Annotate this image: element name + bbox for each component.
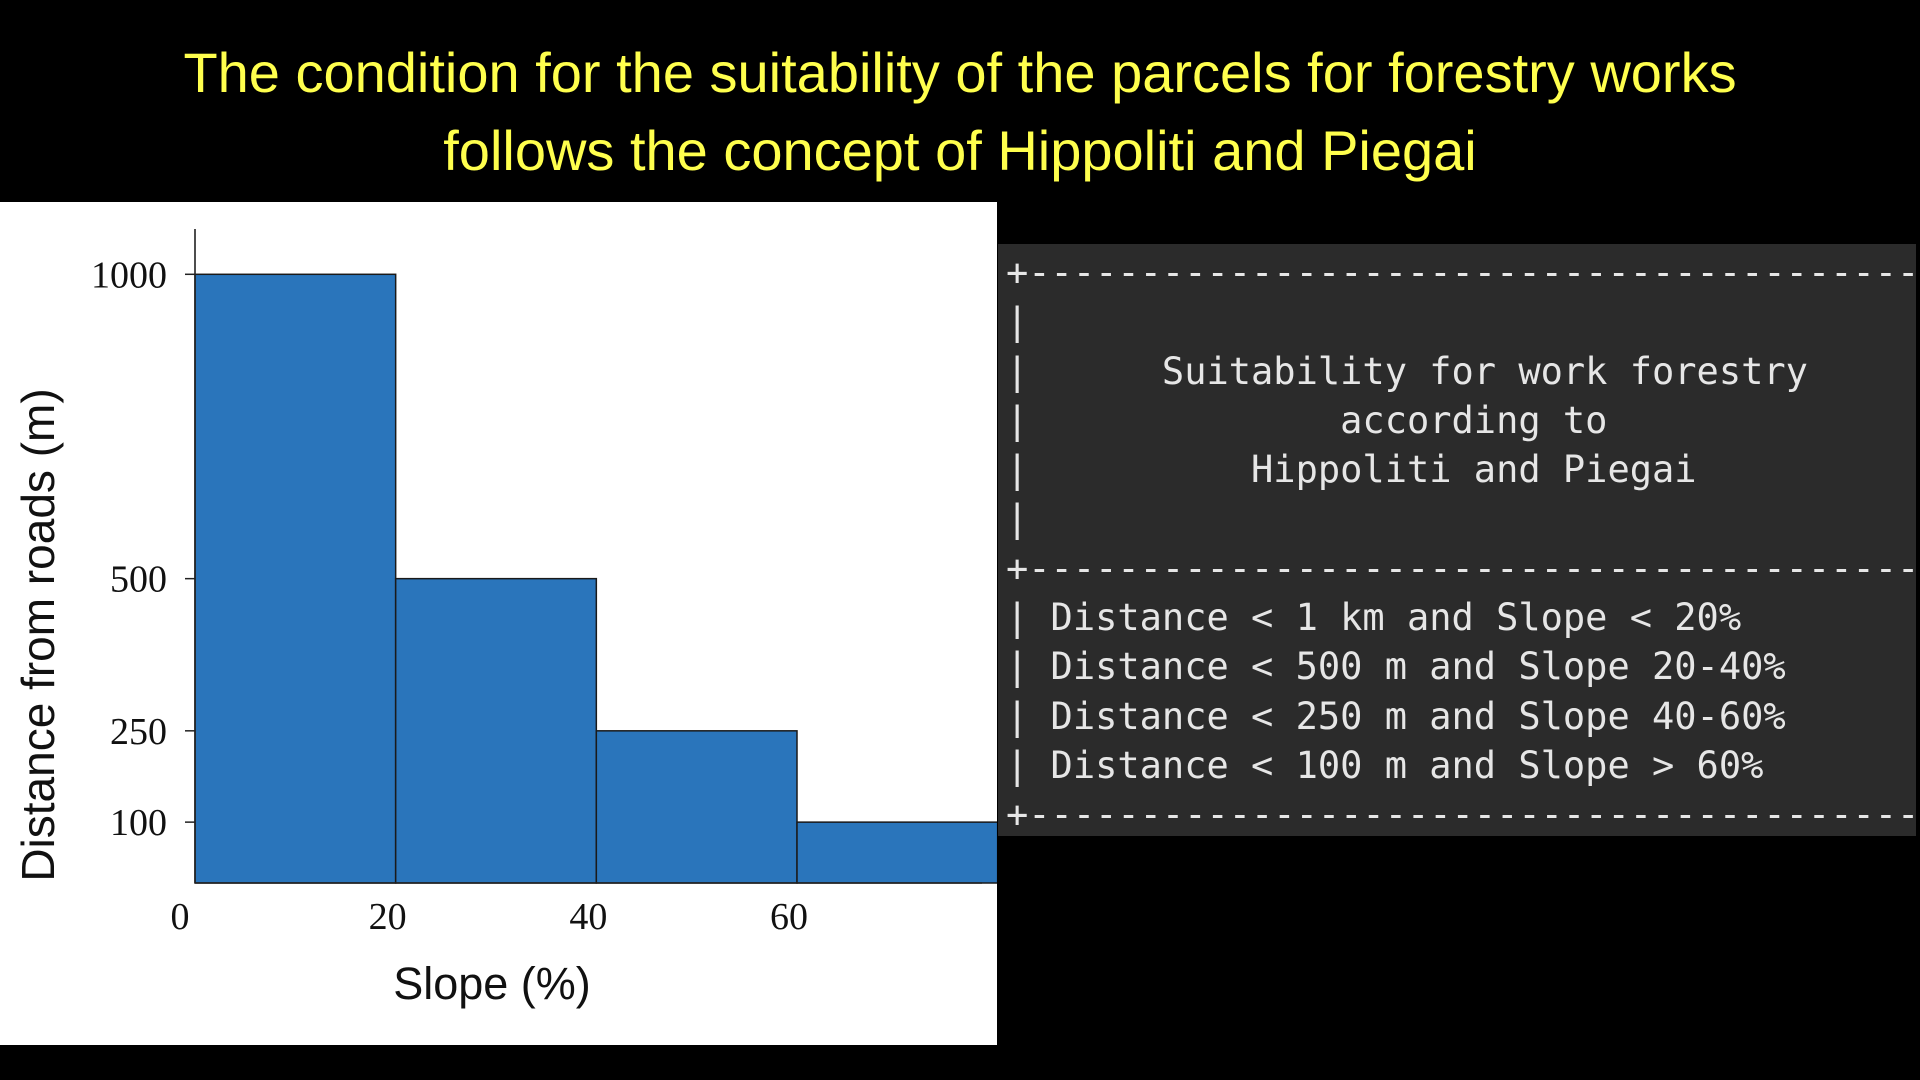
- x-tick-label-3: 40: [569, 896, 607, 938]
- histogram-bar-1: [194, 273, 397, 884]
- histogram-bar-3: [595, 730, 798, 884]
- x-axis-label: Slope (%): [393, 958, 591, 1009]
- slide-title-line-1: The condition for the suitability of the…: [183, 41, 1737, 104]
- histogram-bar-2: [394, 577, 598, 884]
- slide-title-line-2: follows the concept of Hippoliti and Pie…: [443, 119, 1477, 182]
- slide-title: The condition for the suitability of the…: [0, 34, 1920, 190]
- chart-panel: 1000 500 250 100 0 20 40 60 Distance from roads…: [0, 202, 997, 1045]
- y-tick-label-3: 250: [110, 711, 167, 753]
- x-tick-label-4: 60: [770, 896, 808, 938]
- suitability-table-panel: +---------------------------------------…: [998, 244, 1920, 836]
- y-tick-label-2: 500: [110, 559, 167, 601]
- histogram-bar-4: [796, 821, 997, 884]
- suitability-table-text: +---------------------------------------…: [1006, 251, 1920, 837]
- y-tick-label-4: 100: [110, 802, 167, 844]
- y-axis-label: Distance from roads (m): [12, 388, 64, 882]
- y-tick-label-1: 1000: [91, 254, 167, 296]
- x-tick-label-1: 0: [171, 896, 190, 938]
- x-tick-label-2: 20: [369, 896, 407, 938]
